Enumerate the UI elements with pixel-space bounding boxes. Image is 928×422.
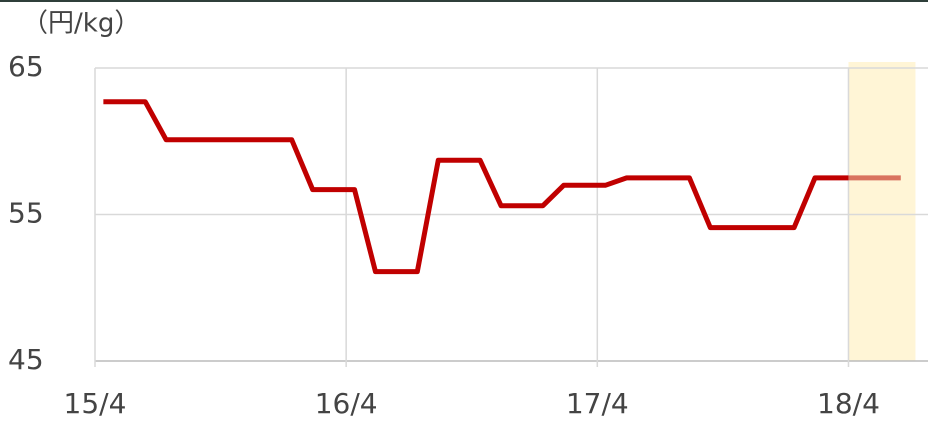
x-tick-label: 18/4 <box>817 387 880 420</box>
y-tick-label: 65 <box>8 50 44 83</box>
highlight-band <box>848 62 916 361</box>
x-tick-label: 16/4 <box>315 387 378 420</box>
top-border <box>0 0 928 2</box>
x-tick-label: 15/4 <box>64 387 127 420</box>
y-tick-label: 45 <box>8 343 44 376</box>
x-tick-label: 17/4 <box>566 387 629 420</box>
y-axis-label: （円/kg） <box>22 9 140 39</box>
data-line <box>103 99 849 275</box>
y-tick-label: 55 <box>8 197 44 230</box>
